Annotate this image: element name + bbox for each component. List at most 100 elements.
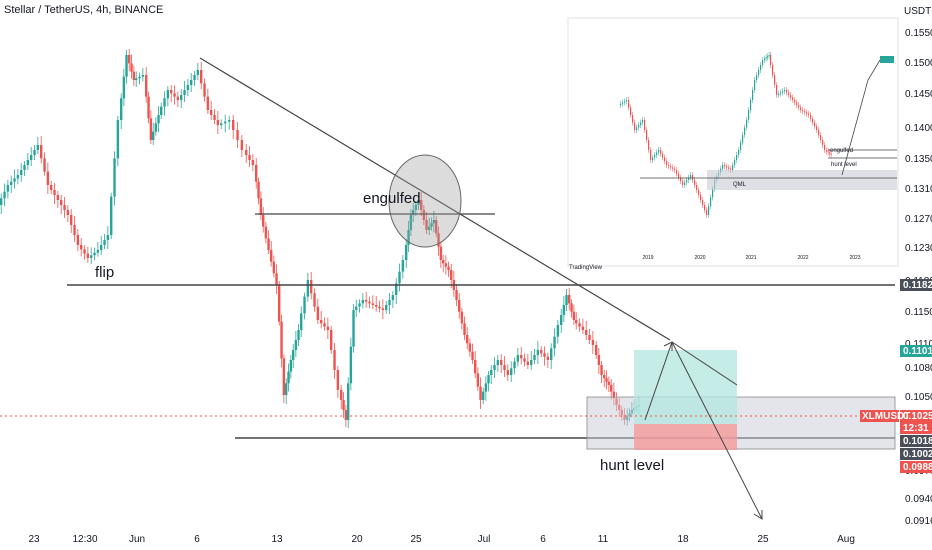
inset-candle-body (742, 135, 744, 143)
candle-body (138, 76, 141, 79)
candle-body (562, 305, 566, 315)
inset-candle-body (778, 93, 780, 95)
inset-candle-body (624, 101, 626, 103)
candle-body (414, 205, 418, 210)
x-tick-label: 12:30 (72, 534, 97, 545)
price-badge (900, 435, 932, 447)
candle-body (203, 83, 206, 97)
candle-body (543, 353, 546, 357)
candle-body (183, 90, 186, 95)
inset-candle-body (654, 155, 656, 158)
candle-body (466, 335, 469, 344)
inset-candle-body (794, 100, 796, 103)
inset-candle-body (696, 185, 698, 190)
candles-layer (0, 49, 641, 428)
candle-body (193, 75, 196, 80)
candle-body (294, 340, 298, 350)
candle-body (170, 90, 173, 94)
candle-body (96, 250, 100, 253)
candle-body (310, 280, 313, 294)
inset-candle-body (816, 126, 818, 130)
candle-body (479, 386, 482, 400)
candle-body (20, 170, 23, 175)
candle-body (154, 123, 158, 132)
inset-candle-body (676, 170, 678, 174)
candle-body (220, 123, 223, 125)
inset-candle-body (812, 118, 814, 123)
candle-body (407, 230, 410, 245)
inset-candle-body (674, 168, 676, 170)
candle-body (289, 360, 293, 372)
candle-body (63, 205, 66, 210)
candle-body (371, 303, 375, 305)
candle-body (160, 106, 163, 115)
inset-candle-body (708, 206, 710, 215)
candle-body (86, 253, 90, 258)
inset-candle-body (650, 150, 652, 160)
candle-body (240, 140, 244, 150)
inset-zone (707, 170, 897, 190)
candle-body (128, 55, 131, 64)
inset-candle-body (806, 112, 808, 114)
inset-candle-body (740, 142, 742, 150)
inset-candle-body (822, 140, 824, 145)
inset-candle-body (670, 166, 672, 168)
candle-body (347, 383, 350, 420)
candle-body (30, 155, 33, 160)
candle-body (56, 195, 60, 200)
candle-body (352, 310, 355, 347)
candle-body (496, 360, 500, 365)
candle-body (264, 226, 268, 239)
candle-body (275, 273, 278, 285)
inset-x-tick: 2020 (694, 255, 705, 261)
candle-body (132, 71, 136, 80)
candle-body (163, 98, 166, 107)
inset-candle-body (688, 177, 690, 180)
candle-body (232, 120, 235, 130)
inset-candle-body (686, 180, 688, 183)
candle-body (556, 325, 560, 337)
candle-body (468, 343, 472, 352)
candle-body (53, 190, 56, 195)
inset-candle-body (642, 120, 644, 123)
candle-body (141, 75, 145, 77)
inset-candle-body (656, 152, 658, 155)
inset-candle-body (758, 70, 760, 75)
candle-body (409, 215, 413, 230)
inset-chart: engulfed hunt level QML 0.15500.15000.14… (567, 17, 899, 267)
candle-body (292, 350, 295, 360)
candle-body (135, 78, 138, 80)
inset-candle-body (820, 135, 822, 140)
projection-down (671, 341, 763, 520)
target-box (634, 350, 737, 424)
candle-body (282, 358, 286, 395)
candle-body (444, 263, 448, 267)
inset-candle-body (632, 115, 634, 123)
candle-body (378, 306, 381, 309)
price-badge-label: 0.1002 (903, 449, 932, 460)
symbol-badge-label: XLMUSDT (862, 411, 910, 422)
inset-candle-body (826, 150, 828, 152)
candle-body (603, 375, 606, 379)
inset-candle-body (764, 58, 766, 60)
candle-body (463, 323, 466, 335)
candle-body (368, 301, 371, 304)
candle-body (391, 295, 395, 300)
inset-candle-body (748, 110, 750, 120)
candle-body (591, 340, 595, 345)
candle-body (520, 355, 523, 359)
candle-body (80, 245, 83, 250)
inset-candle-body (786, 90, 788, 93)
candle-body (190, 80, 193, 85)
candle-body (93, 252, 96, 256)
candle-body (385, 305, 388, 310)
candle-body (267, 238, 270, 250)
candle-body (200, 70, 203, 84)
inset-candle-body (658, 150, 660, 153)
candle-body (585, 330, 588, 335)
inset-candle-body (712, 188, 714, 198)
